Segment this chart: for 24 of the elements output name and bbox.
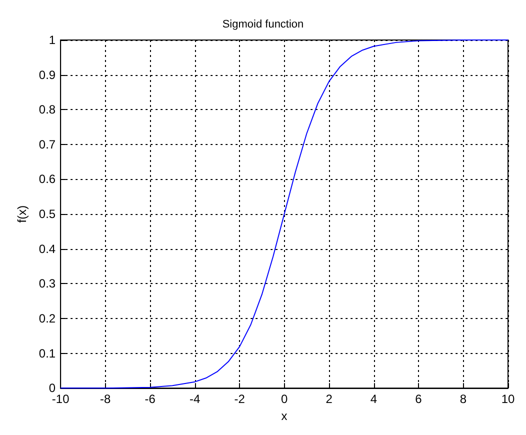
line-series bbox=[60, 40, 508, 389]
y-tick-label: 1 bbox=[48, 33, 56, 47]
y-tick-label: 0.3 bbox=[38, 276, 56, 291]
x-tick-label: 4 bbox=[370, 392, 378, 406]
x-tick-label: 8 bbox=[460, 392, 467, 406]
chart-title: Sigmoid function bbox=[222, 18, 304, 30]
x-tick-label: 10 bbox=[501, 392, 515, 406]
x-tick-label: 6 bbox=[415, 392, 422, 406]
x-tick-label: -6 bbox=[144, 392, 156, 406]
y-tick-label: 0.4 bbox=[38, 242, 56, 256]
y-tick-label: 0.8 bbox=[38, 102, 56, 117]
x-tick-label: -8 bbox=[100, 392, 111, 406]
y-axis-title: f(x) bbox=[15, 205, 29, 223]
y-tick-label: 0.6 bbox=[38, 172, 56, 186]
y-tick-label: 0.1 bbox=[38, 346, 56, 360]
x-tick-label: -4 bbox=[189, 392, 200, 406]
x-tick-label: 2 bbox=[326, 392, 333, 406]
y-tick-label: 0.9 bbox=[38, 68, 56, 82]
y-tick-label: 0.2 bbox=[38, 311, 56, 326]
x-axis-title: x bbox=[281, 409, 288, 423]
y-tick-label: 0.5 bbox=[38, 207, 56, 222]
x-tick-label: -2 bbox=[234, 392, 246, 406]
x-tick-label: 0 bbox=[280, 392, 288, 406]
y-tick-label: 0.7 bbox=[38, 137, 56, 152]
